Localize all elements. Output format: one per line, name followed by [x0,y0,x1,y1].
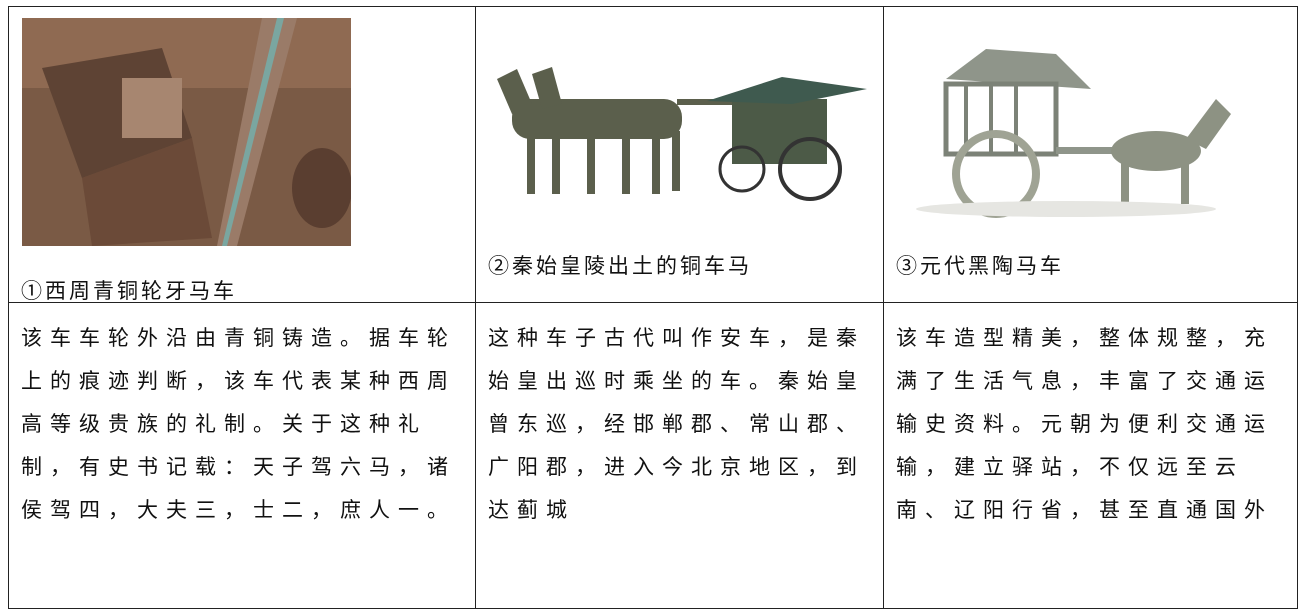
table: ①西周青铜轮牙马车 ②秦始皇陵出土的铜车马 [8,6,1298,609]
text-line: 输史资料。元朝为便利交通运 [896,412,1273,436]
text-line: 满了生活气息，丰富了交通运 [896,369,1273,393]
paragraph: 该车造型精美，整体规整，充 满了生活气息，丰富了交通运 输史资料。元朝为便利交通运输… [896,317,1273,532]
table-cell: ①西周青铜轮牙马车 [8,6,476,303]
caption: ②秦始皇陵出土的铜车马 [488,254,752,278]
text-line: 始皇出巡时乘坐的车。秦始皇 [488,369,865,393]
paragraph: 这种车子古代叫作安车，是秦 始皇出巡时乘坐的车。秦始皇 曾东巡，经邯郸郡、常山郡、广… [488,317,865,532]
table-cell: ③元代黑陶马车 [883,6,1298,303]
text-line: 上的痕迹判断，该车代表某种西周 [21,369,456,393]
photo-bronze-chariot [22,18,351,246]
text-line: 侯驾四，大夫三，士二，庶人一。 [21,498,456,522]
text-line: 该车车轮外沿由青铜铸造。据车轮 [21,326,456,350]
text-line: 高等级贵族的礼制。关于这种礼 [21,412,427,436]
caption: ③元代黑陶马车 [896,254,1064,278]
text-line: 输，建立驿站，不仅远至云 [896,455,1244,479]
caption: ①西周青铜轮牙马车 [21,279,237,303]
photo-pottery-cart [916,49,1231,218]
table-cell: 这种车子古代叫作安车，是秦 始皇出巡时乘坐的车。秦始皇 曾东巡，经邯郸郡、常山郡、广… [475,302,884,609]
table-cell: 该车造型精美，整体规整，充 满了生活气息，丰富了交通运 输史资料。元朝为便利交通运输… [883,302,1298,609]
photo-bronze-carriage [497,67,867,201]
table-cell: 该车车轮外沿由青铜铸造。据车轮 上的痕迹判断，该车代表某种西周 高等级贵族的礼制。关… [8,302,476,609]
text-line: 南、辽阳行省，甚至直通国外 [896,498,1273,522]
text-line: 制，有史书记载：天子驾六马，诸 [21,455,456,479]
text-line: 达蓟城 [488,498,575,522]
paragraph: 该车车轮外沿由青铜铸造。据车轮 上的痕迹判断，该车代表某种西周 高等级贵族的礼制。关… [21,317,456,532]
table-cell: ②秦始皇陵出土的铜车马 [475,6,884,303]
text-line: 这种车子古代叫作安车，是秦 [488,326,865,350]
text-line: 曾东巡，经邯郸郡、常山郡、 [488,412,865,436]
text-line: 广阳郡，进入今北京地区，到 [488,455,865,479]
text-line: 该车造型精美，整体规整，充 [896,326,1273,350]
